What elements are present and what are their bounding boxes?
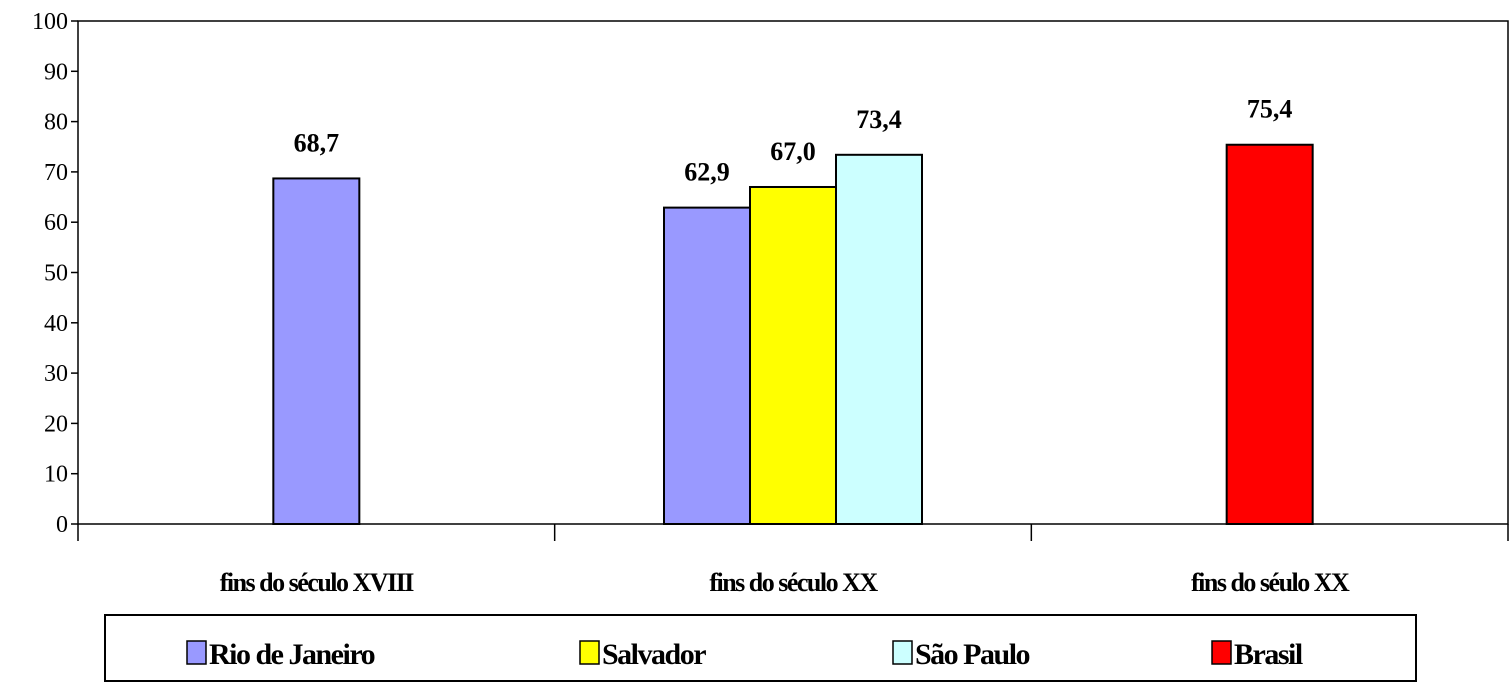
- legend-item: São Paulo: [892, 638, 1031, 671]
- x-category-label: fins do séulo XX: [1191, 568, 1350, 597]
- x-category-label: fins do século XVIII: [220, 568, 415, 597]
- y-tick-label: 10: [44, 462, 68, 488]
- legend-swatch: [579, 640, 600, 665]
- data-label: 62,9: [684, 158, 730, 187]
- y-tick-label: 40: [44, 311, 68, 337]
- y-tick-label: 100: [32, 9, 68, 35]
- y-tick-label: 50: [44, 261, 68, 287]
- bars: [272, 143, 1314, 526]
- legend-swatch: [1211, 640, 1232, 665]
- y-tick-label: 80: [44, 110, 68, 136]
- legend-item: Salvador: [579, 638, 708, 671]
- y-tick-label: 90: [44, 59, 68, 85]
- data-label: 67,0: [770, 137, 816, 166]
- data-label: 75,4: [1247, 95, 1293, 124]
- bar-rio-de-janeiro: [663, 206, 751, 525]
- legend-label: Rio de Janeiro: [209, 638, 375, 671]
- legend-item: Brasil: [1211, 638, 1304, 671]
- y-tick-label: 0: [56, 512, 68, 538]
- y-tick-label: 70: [44, 160, 68, 186]
- bar-rio-de-janeiro: [272, 177, 361, 525]
- legend-label: Brasil: [1234, 638, 1303, 671]
- y-tick-label: 30: [44, 361, 68, 387]
- bar-salvador: [749, 185, 837, 526]
- bar-brasil: [1225, 143, 1314, 525]
- legend-label: São Paulo: [915, 638, 1030, 671]
- legend-box: [104, 614, 1417, 682]
- data-label: 73,4: [856, 105, 902, 134]
- x-category-label: fins do século XX: [709, 568, 878, 597]
- y-tick-label: 20: [44, 411, 68, 437]
- legend-item: Rio de Janeiro: [186, 638, 376, 671]
- y-axis: 0 10 20 30 40 50 60 70 80 90 100: [32, 9, 78, 538]
- data-label: 68,7: [294, 128, 340, 157]
- y-tick-label: 60: [44, 210, 68, 236]
- bar-s-o-paulo: [835, 153, 923, 525]
- legend: Rio de Janeiro Salvador São Paulo Brasil: [104, 614, 1417, 682]
- legend-swatch: [892, 640, 913, 665]
- legend-label: Salvador: [602, 638, 706, 671]
- data-labels: 68,7 62,9 67,0 73,4 75,4: [294, 95, 1293, 187]
- x-axis: fins do século XVIII fins do século XX fin…: [77, 524, 1509, 597]
- legend-swatch: [186, 640, 207, 665]
